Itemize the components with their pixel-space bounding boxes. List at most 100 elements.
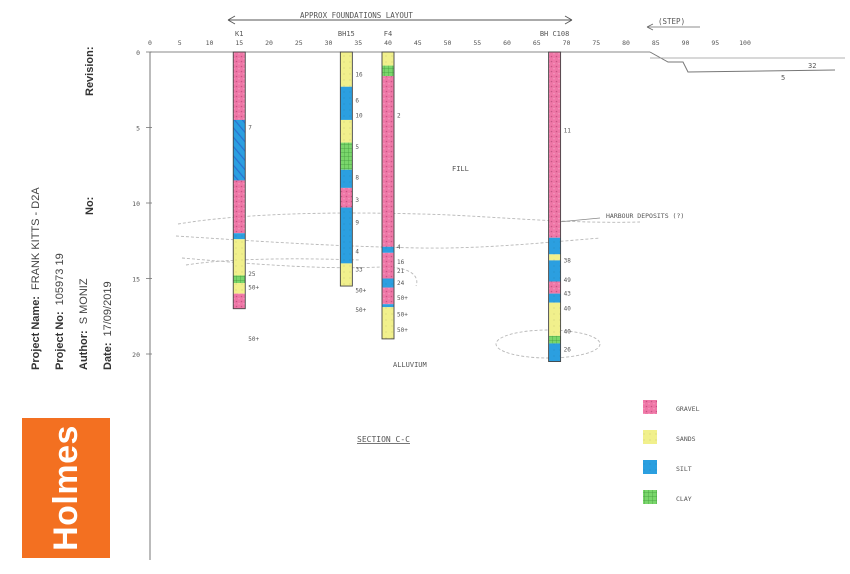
layer-texture bbox=[340, 52, 353, 87]
layer-texture bbox=[382, 252, 394, 279]
top-annotation-text: APPROX FOUNDATIONS LAYOUT bbox=[300, 11, 413, 20]
distance-tick-label: 75 bbox=[592, 39, 600, 47]
spt-value: 50+ bbox=[397, 295, 408, 302]
borehole-name: BH C108 bbox=[540, 30, 570, 38]
legend-item-clay: CLAY bbox=[643, 490, 692, 504]
legend-swatch-texture bbox=[643, 490, 657, 504]
spt-value: 24 bbox=[397, 280, 405, 287]
borehole-name: BH15 bbox=[338, 30, 355, 38]
layer-texture bbox=[233, 275, 246, 284]
borehole-outline bbox=[548, 51, 562, 362]
layer-texture bbox=[382, 246, 394, 253]
layer-texture bbox=[340, 142, 353, 170]
legend-swatch-texture bbox=[643, 460, 657, 474]
harbour-deposits-label: HARBOUR DEPOSITS (?) bbox=[606, 212, 684, 220]
spt-value: 16 bbox=[355, 72, 363, 79]
borehole-outline bbox=[381, 51, 395, 340]
spt-value: 50+ bbox=[397, 327, 408, 334]
alluvium-label: ALLUVIUM bbox=[393, 361, 427, 369]
distance-tick-label: 25 bbox=[295, 39, 303, 47]
distance-tick-label: 80 bbox=[622, 39, 630, 47]
layer-texture bbox=[340, 119, 353, 143]
layer-texture bbox=[233, 293, 246, 309]
layer-texture bbox=[233, 239, 246, 276]
distance-tick-label: 30 bbox=[325, 39, 333, 47]
layer-texture bbox=[340, 86, 353, 120]
step-ground-line bbox=[649, 51, 836, 73]
spt-value: 50+ bbox=[248, 285, 259, 292]
harbour-leader-line bbox=[557, 217, 601, 223]
layer-texture bbox=[382, 278, 394, 288]
borehole-bh-c108: BH C108 11 38 49 43 40 40 26 bbox=[540, 30, 571, 362]
spt-value: 2 bbox=[397, 112, 401, 119]
spt-value: 50+ bbox=[355, 307, 366, 314]
layer-texture bbox=[548, 343, 561, 362]
spt-value: 9 bbox=[355, 220, 359, 227]
spt-value: 7 bbox=[248, 125, 252, 132]
borehole-k1: K1 7 25 50+ 50+ bbox=[232, 30, 259, 343]
layer-texture bbox=[233, 119, 246, 181]
spt-value: 49 bbox=[564, 277, 572, 284]
spt-value: 4 bbox=[355, 248, 359, 255]
distance-tick-label: 5 bbox=[178, 39, 182, 47]
spt-value: 43 bbox=[564, 291, 572, 298]
step-note-b: 5 bbox=[781, 74, 785, 82]
layer-texture bbox=[340, 187, 353, 208]
depth-tick-label: 10 bbox=[132, 200, 140, 208]
section-title: SECTION C-C bbox=[357, 435, 410, 444]
layer-texture bbox=[340, 169, 353, 188]
distance-tick-label: 55 bbox=[473, 39, 481, 47]
legend-item-gravel: GRAVEL bbox=[643, 400, 700, 414]
legend-swatch-texture bbox=[643, 430, 657, 444]
company-logo: Holmes bbox=[22, 418, 110, 558]
layer-texture bbox=[382, 287, 394, 305]
layer-texture bbox=[382, 65, 394, 77]
distance-tick-label: 35 bbox=[354, 39, 362, 47]
distance-tick-label: 0 bbox=[148, 39, 152, 47]
layer-texture bbox=[382, 52, 394, 66]
distance-tick-label: 40 bbox=[384, 39, 392, 47]
layer-texture bbox=[548, 302, 561, 336]
spt-value: 11 bbox=[564, 128, 572, 135]
depth-tick-label: 5 bbox=[136, 125, 140, 133]
layer-texture bbox=[548, 254, 561, 261]
layer-texture bbox=[548, 52, 561, 238]
legend-label: SILT bbox=[676, 465, 692, 473]
layer-texture bbox=[548, 237, 561, 255]
soil-legend: GRAVEL SANDS SILT CLAY bbox=[643, 400, 700, 504]
spt-value: 16 bbox=[397, 259, 405, 266]
spt-value: 38 bbox=[564, 257, 572, 264]
distance-tick-label: 45 bbox=[414, 39, 422, 47]
spt-value: 10 bbox=[355, 112, 363, 119]
distance-tick-label: 70 bbox=[563, 39, 571, 47]
spt-value: 26 bbox=[564, 346, 572, 353]
borehole-name: F4 bbox=[384, 30, 392, 38]
spt-value: 33 bbox=[355, 266, 363, 273]
distance-tick-label: 100 bbox=[739, 39, 751, 47]
distance-tick-label: 15 bbox=[235, 39, 243, 47]
step-note-a: 32 bbox=[808, 62, 816, 70]
depth-tick-label: 15 bbox=[132, 276, 140, 284]
layer-texture bbox=[548, 293, 561, 303]
spt-value: 50+ bbox=[355, 288, 366, 295]
distance-tick-label: 60 bbox=[503, 39, 511, 47]
spt-value: 40 bbox=[564, 306, 572, 313]
top-annotation: APPROX FOUNDATIONS LAYOUT bbox=[227, 11, 573, 25]
layer-texture bbox=[382, 307, 394, 339]
distance-tick-label: 65 bbox=[533, 39, 541, 47]
fill-label: FILL bbox=[452, 165, 469, 173]
legend-label: SANDS bbox=[676, 435, 696, 443]
spt-value: 6 bbox=[355, 97, 359, 104]
layer-texture bbox=[382, 76, 394, 247]
spt-value: 5 bbox=[355, 144, 359, 151]
step-annotation: (STEP) bbox=[646, 17, 700, 31]
spt-value: 40 bbox=[564, 328, 572, 335]
borehole-name: K1 bbox=[235, 30, 243, 38]
spt-value: 3 bbox=[355, 197, 359, 204]
depth-tick-label: 20 bbox=[132, 351, 140, 359]
layer-texture bbox=[548, 335, 561, 344]
borehole-bh15: BH15 16 6 10 5 8 3 9 4 33 50+ 50+ bbox=[338, 30, 367, 314]
layer-texture bbox=[233, 233, 246, 240]
